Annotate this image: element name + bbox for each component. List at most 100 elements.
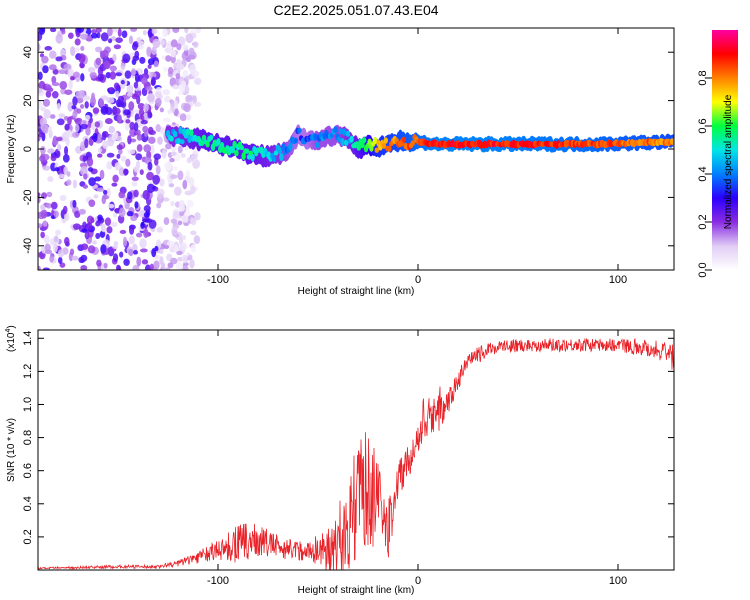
colorbar-tick-label: 0.0 xyxy=(697,262,709,277)
noise-blob xyxy=(52,68,59,75)
noise-blob xyxy=(47,148,55,154)
noise-blob xyxy=(78,53,86,64)
noise-blob xyxy=(112,174,119,183)
noise-blob xyxy=(45,249,53,255)
noise-blob xyxy=(170,201,175,207)
noise-blob xyxy=(139,56,146,64)
noise-blob xyxy=(183,44,189,51)
snr-xtick-label: 100 xyxy=(609,575,627,587)
noise-blob xyxy=(51,75,57,84)
noise-blob xyxy=(131,180,138,187)
noise-blob xyxy=(187,54,196,60)
noise-blob xyxy=(106,226,113,234)
noise-blob xyxy=(114,208,120,213)
signal-blob xyxy=(344,139,349,147)
noise-blob xyxy=(128,101,135,111)
noise-blob xyxy=(118,207,126,218)
noise-blob xyxy=(59,80,68,90)
noise-blob xyxy=(94,121,101,128)
noise-blob xyxy=(117,28,122,37)
noise-blob xyxy=(41,192,47,199)
noise-blob xyxy=(181,234,187,241)
noise-blob xyxy=(173,186,182,196)
noise-blob xyxy=(95,46,103,53)
noise-blob xyxy=(117,95,125,102)
signal-blob xyxy=(313,133,318,141)
signal-blob xyxy=(381,142,387,149)
signal-blob xyxy=(315,142,320,149)
noise-blob xyxy=(123,109,131,116)
noise-blob xyxy=(72,96,78,106)
signal-blob xyxy=(340,138,345,147)
noise-blob xyxy=(38,28,46,35)
noise-blob xyxy=(182,179,188,190)
noise-blob xyxy=(138,40,145,46)
noise-blob xyxy=(57,249,65,258)
noise-blob xyxy=(38,265,41,270)
noise-blob xyxy=(132,264,140,270)
noise-blob xyxy=(147,161,153,171)
noise-blob xyxy=(120,62,126,70)
signal-blob xyxy=(189,129,194,137)
noise-blob xyxy=(194,211,201,221)
snr-ytick-label: 1.2 xyxy=(22,364,34,379)
noise-blob xyxy=(153,60,159,68)
noise-blob xyxy=(188,47,195,56)
noise-blob xyxy=(143,205,151,213)
noise-blob xyxy=(154,245,159,252)
noise-blob xyxy=(120,80,125,85)
noise-blob xyxy=(132,42,138,51)
noise-blob xyxy=(58,173,65,179)
noise-blob xyxy=(185,75,192,80)
figure-title: C2E2.2025.051.07.43.E04 xyxy=(273,2,438,18)
noise-blob xyxy=(64,237,70,246)
noise-blob xyxy=(72,223,81,230)
noise-blob xyxy=(120,155,127,162)
noise-blob xyxy=(45,90,52,98)
noise-blob xyxy=(39,155,46,162)
noise-blob xyxy=(163,217,170,226)
signal-blob xyxy=(176,137,181,145)
noise-blob xyxy=(167,66,174,75)
noise-blob xyxy=(69,248,75,256)
noise-blob xyxy=(99,230,106,238)
noise-blob xyxy=(114,162,121,171)
noise-blob xyxy=(48,64,57,71)
noise-blob xyxy=(193,235,201,245)
noise-blob xyxy=(97,73,104,82)
noise-blob xyxy=(189,259,195,269)
noise-blob xyxy=(186,200,194,208)
noise-blob xyxy=(170,145,177,152)
noise-blob xyxy=(110,36,117,41)
signal-blob xyxy=(349,135,354,143)
noise-blob xyxy=(152,174,160,185)
noise-blob xyxy=(116,153,121,159)
noise-blob xyxy=(67,68,74,79)
noise-blob xyxy=(100,244,107,254)
noise-blob xyxy=(122,53,131,63)
noise-blob xyxy=(91,92,96,102)
noise-blob xyxy=(82,184,89,189)
noise-blob xyxy=(182,215,189,224)
noise-blob xyxy=(176,43,182,51)
snr-xtick-label: -100 xyxy=(207,575,229,587)
noise-blob xyxy=(152,38,161,49)
signal-blob xyxy=(239,145,244,151)
noise-blob xyxy=(124,70,132,79)
noise-blob xyxy=(42,65,49,74)
noise-blob xyxy=(57,144,62,152)
noise-blob xyxy=(52,235,60,245)
noise-blob xyxy=(126,210,134,217)
noise-blob xyxy=(143,144,152,153)
noise-blob xyxy=(106,161,113,170)
noise-blob xyxy=(136,256,142,267)
noise-blob xyxy=(179,210,185,217)
noise-blob xyxy=(170,100,175,108)
noise-blob xyxy=(162,89,170,96)
noise-blob xyxy=(177,145,183,154)
noise-blob xyxy=(162,66,168,73)
noise-blob xyxy=(50,201,58,210)
noise-blob xyxy=(41,55,49,64)
noise-blob xyxy=(93,216,99,222)
noise-blob xyxy=(140,248,148,253)
